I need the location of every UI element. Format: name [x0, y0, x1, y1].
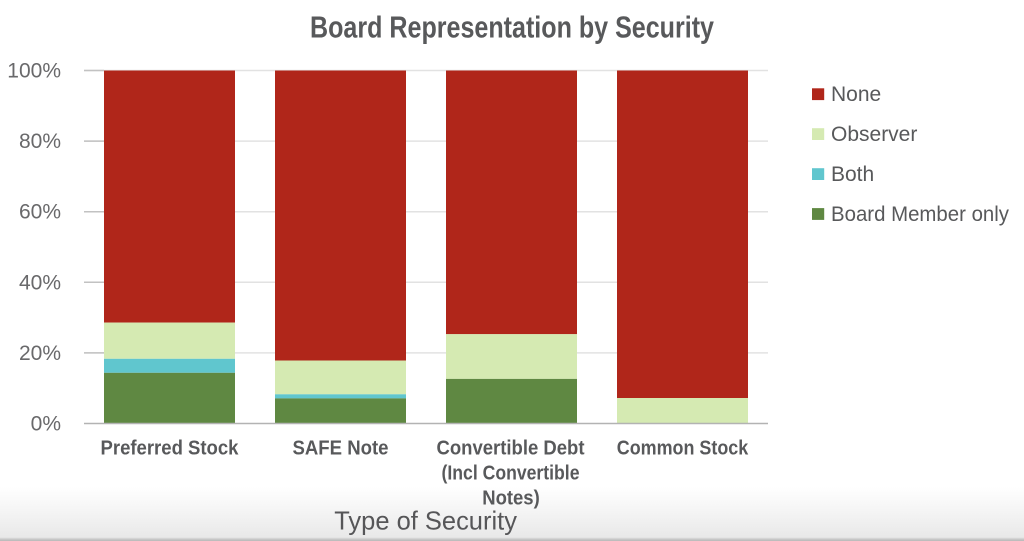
svg-text:60%: 60% — [19, 201, 61, 224]
svg-text:Board Member only: Board Member only — [831, 203, 1009, 226]
svg-text:Preferred Stock: Preferred Stock — [101, 438, 240, 460]
svg-text:20%: 20% — [19, 342, 61, 365]
svg-text:40%: 40% — [19, 271, 61, 294]
svg-text:Common Stock: Common Stock — [617, 438, 749, 460]
svg-text:Convertible Debt: Convertible Debt — [437, 438, 585, 460]
svg-text:Notes): Notes) — [482, 488, 540, 510]
svg-text:80%: 80% — [19, 130, 61, 153]
svg-text:None: None — [831, 83, 881, 106]
svg-text:Observer: Observer — [831, 123, 917, 146]
svg-text:100%: 100% — [7, 60, 61, 83]
svg-text:0%: 0% — [31, 413, 61, 436]
svg-text:SAFE Note: SAFE Note — [293, 438, 389, 460]
svg-text:Board Representation by Securi: Board Representation by Security — [310, 10, 715, 45]
svg-text:(Incl Convertible: (Incl Convertible — [442, 463, 580, 485]
svg-text:Both: Both — [831, 163, 874, 186]
svg-text:Type of Security: Type of Security — [334, 505, 517, 535]
